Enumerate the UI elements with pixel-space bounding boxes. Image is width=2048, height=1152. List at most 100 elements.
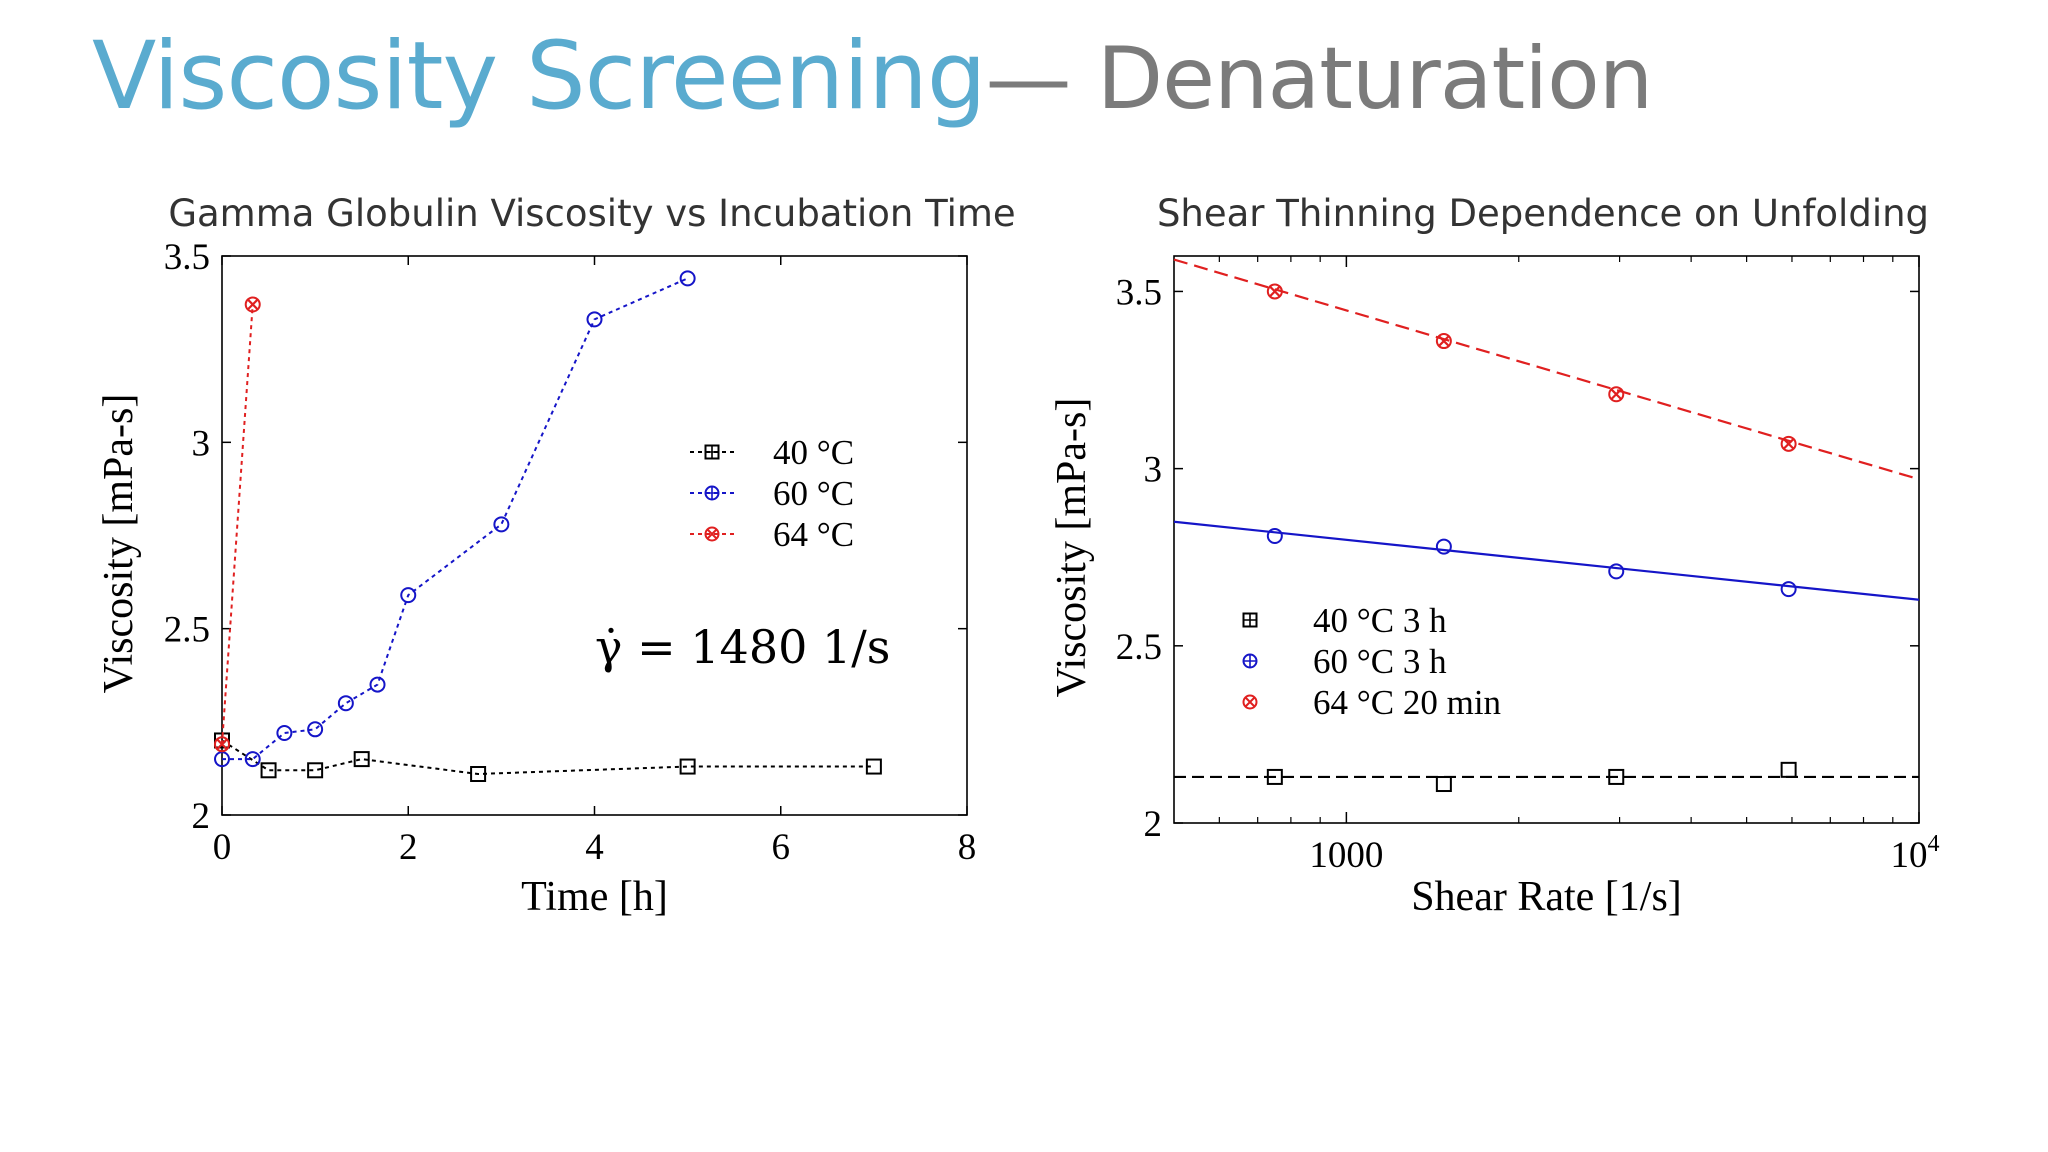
chart-left-xlabel: Time [h] — [521, 874, 668, 920]
slide-title-main: Viscosity Screening — [92, 22, 987, 131]
chart-right-point-2-1 — [1435, 333, 1452, 350]
chart-right-legend-marker-0 — [1242, 612, 1258, 628]
chart-left-legend-label-2: 64 °C — [773, 515, 854, 554]
chart-right-legend-label-0: 40 °C 3 h — [1313, 601, 1447, 640]
chart-left-ylabel: Viscosity [mPa-s] — [96, 394, 142, 694]
chart-right-point-1-3-shape — [1780, 581, 1797, 598]
chart-right-xtick-exponent: 4 — [1928, 831, 1940, 857]
chart-left-legend-marker-0 — [704, 444, 720, 460]
chart-left-plot-frame — [221, 255, 968, 816]
chart-left-legend-label-0: 40 °C — [773, 433, 854, 472]
chart-right-point-2-0-cross — [1269, 285, 1281, 298]
chart-right-point-0-0 — [1266, 768, 1283, 785]
chart-left-point-1-4 — [337, 695, 354, 712]
chart-right-ytick-label: 2.5 — [1116, 627, 1162, 668]
chart-left-legend-marker-2-shape — [704, 526, 720, 542]
chart-left-point-0-5-shape — [679, 758, 696, 775]
chart-left-xtick-label: 6 — [772, 827, 791, 868]
chart-right-point-1-1 — [1435, 538, 1452, 555]
chart-right-point-0-3-shape — [1780, 761, 1797, 778]
chart-right-point-2-3-cross — [1782, 438, 1795, 450]
chart-left-point-0-6 — [865, 758, 882, 775]
chart-left-point-1-7-shape — [493, 516, 510, 533]
chart-left-point-1-4-shape — [337, 695, 354, 712]
chart-left-point-2-1-cross — [247, 298, 259, 311]
chart-right-point-2-2-cross — [1610, 388, 1622, 400]
chart-right-point-0-2-shape — [1608, 768, 1625, 785]
chart-left-ytick-label: 2.5 — [164, 610, 210, 651]
chart-right-point-1-0 — [1266, 527, 1283, 544]
chart-left-point-0-2-shape — [307, 762, 324, 779]
chart-right-legend-label-2: 64 °C 20 min — [1313, 683, 1501, 722]
chart-right-point-2-1-shape — [1435, 333, 1452, 350]
chart-left-point-2-1-shape — [244, 296, 261, 313]
chart-left-point-0-3-shape — [353, 751, 370, 768]
chart-left-point-2-0-shape — [214, 736, 230, 753]
chart-right-point-2-2 — [1608, 386, 1625, 403]
chart-right-point-2-3 — [1780, 435, 1797, 452]
chart-left-point-1-6 — [400, 587, 417, 604]
chart-left-point-0-2 — [307, 762, 324, 779]
chart-left-xtick-label: 0 — [213, 827, 232, 868]
chart-right-point-0-3 — [1780, 761, 1797, 778]
chart-left-point-0-4 — [470, 766, 487, 783]
chart-left-point-1-3 — [307, 721, 324, 738]
chart-right-ylabel: Viscosity [mPa-s] — [1049, 398, 1095, 698]
chart-left-xtick-label: 4 — [585, 827, 604, 868]
chart-right-ytick-label: 3 — [1144, 450, 1163, 491]
chart-right-point-2-0-shape — [1266, 283, 1283, 300]
chart-left-legend-marker-1 — [704, 485, 720, 501]
chart-left-title: Gamma Globulin Viscosity vs Incubation T… — [168, 192, 1015, 235]
chart-left-series-line-0 — [221, 739, 874, 776]
chart-left-xtick-label: 8 — [958, 827, 977, 868]
chart-right-legend-marker-1 — [1242, 653, 1258, 669]
chart-right-point-0-1-shape — [1435, 776, 1452, 793]
slide-title: Viscosity Screening— Denaturation — [92, 22, 1654, 131]
chart-right-legend-marker-0-plus — [1243, 613, 1257, 627]
chart-left-legend-label-1: 60 °C — [773, 474, 854, 513]
chart-left-series-line-1 — [222, 277, 689, 761]
chart-left-shear-rate-annotation: γ̇ = 1480 1/s — [595, 620, 890, 674]
chart-left-point-0-6-shape — [865, 758, 882, 775]
chart-left-ytick-label: 3 — [192, 423, 211, 464]
chart-left-point-1-9 — [679, 270, 696, 287]
chart-left-point-1-6-shape — [400, 587, 417, 604]
chart-right-xtick-base: 1000 — [1309, 835, 1383, 876]
chart-right-point-1-1-shape — [1435, 538, 1452, 555]
chart-left-point-1-1 — [244, 751, 261, 768]
chart-right-point-0-2 — [1608, 768, 1625, 785]
chart-right-legend-marker-2-shape — [1242, 694, 1258, 710]
chart-right-point-2-3-shape — [1780, 435, 1797, 452]
chart-right-point-2-0 — [1266, 283, 1283, 300]
chart-left-legend-marker-2 — [704, 526, 720, 542]
chart-right-xtick-label: 1000 — [1309, 835, 1383, 876]
chart-left-point-1-8 — [586, 311, 603, 328]
chart-right-fit-line-2 — [1173, 258, 1920, 481]
chart-left-point-1-1-shape — [244, 751, 261, 768]
chart-right-legend-marker-2 — [1242, 694, 1258, 710]
chart-left-point-1-3-shape — [307, 721, 324, 738]
chart-right-point-2-1-cross — [1438, 335, 1450, 347]
chart-left-point-0-1-shape — [260, 762, 277, 779]
chart-right-point-0-0-shape — [1266, 768, 1283, 785]
chart-right-fit-line-1 — [1173, 520, 1920, 601]
chart-left-point-1-7 — [493, 516, 510, 533]
chart-right-xtick-label: 104 — [1891, 831, 1940, 876]
chart-right-point-1-0-shape — [1266, 527, 1283, 544]
chart-left-point-2-1 — [244, 296, 261, 313]
chart-right-legend-marker-2-cross — [1244, 696, 1256, 708]
chart-left-point-1-5-shape — [369, 676, 386, 693]
chart-right-point-1-2-shape — [1608, 563, 1625, 580]
chart-left-point-0-4-shape — [470, 766, 487, 783]
chart-right-xlabel: Shear Rate [1/s] — [1411, 874, 1682, 920]
chart-left-point-2-0-cross — [216, 738, 228, 750]
chart-right-point-2-2-shape — [1608, 386, 1625, 403]
chart-left-point-1-2 — [276, 725, 293, 742]
slide-title-sub: — Denaturation — [985, 29, 1654, 129]
chart-left-series-line-2 — [221, 304, 254, 745]
chart-right-plot-frame — [1173, 255, 1920, 824]
chart-right-legend-label-1: 60 °C 3 h — [1313, 642, 1447, 681]
chart-right-title: Shear Thinning Dependence on Unfolding — [1157, 192, 1929, 235]
chart-left-ytick-label: 2 — [192, 796, 211, 837]
